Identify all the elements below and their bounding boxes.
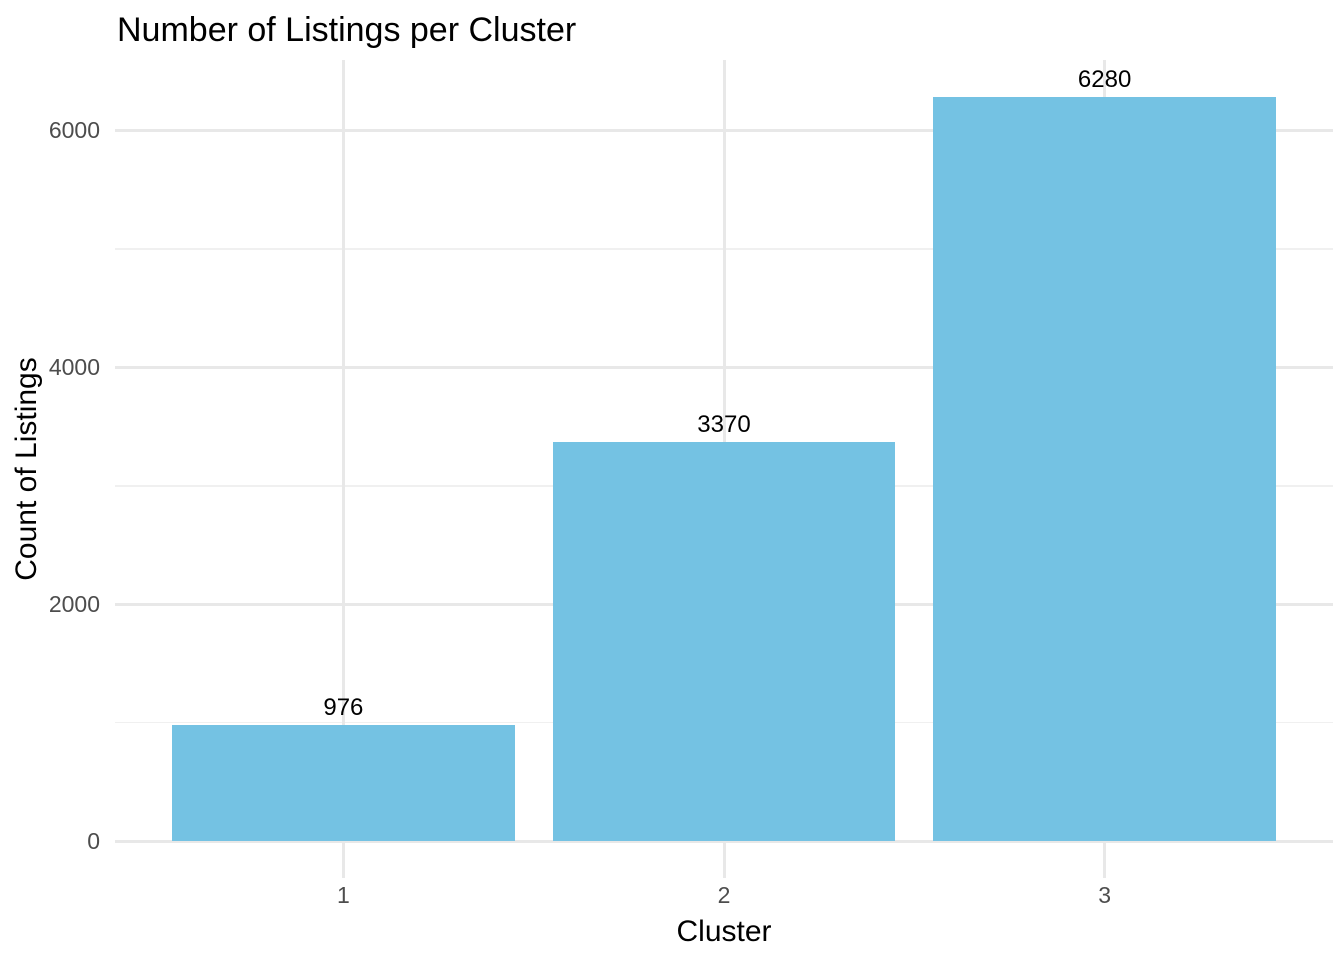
bar-value-label: 976 <box>323 694 364 722</box>
major-gridline-vertical <box>341 60 345 878</box>
y-tick-label: 6000 <box>48 117 100 143</box>
y-tick-label: 2000 <box>48 590 100 617</box>
bar <box>933 97 1276 841</box>
y-tick-label: 0 <box>87 827 100 854</box>
y-axis-title: Count of Listings <box>10 357 43 581</box>
bar-value-label: 3370 <box>697 410 751 438</box>
bar-value-label: 6280 <box>1077 66 1132 94</box>
x-tick-label: 3 <box>1098 882 1112 908</box>
y-tick-label: 4000 <box>48 353 100 380</box>
bar <box>172 725 515 841</box>
x-axis-title: Cluster <box>676 915 772 948</box>
x-tick-label: 2 <box>717 882 731 908</box>
bar <box>552 441 896 841</box>
chart-title: Number of Listings per Cluster <box>117 11 577 49</box>
x-tick-label: 1 <box>336 882 350 908</box>
